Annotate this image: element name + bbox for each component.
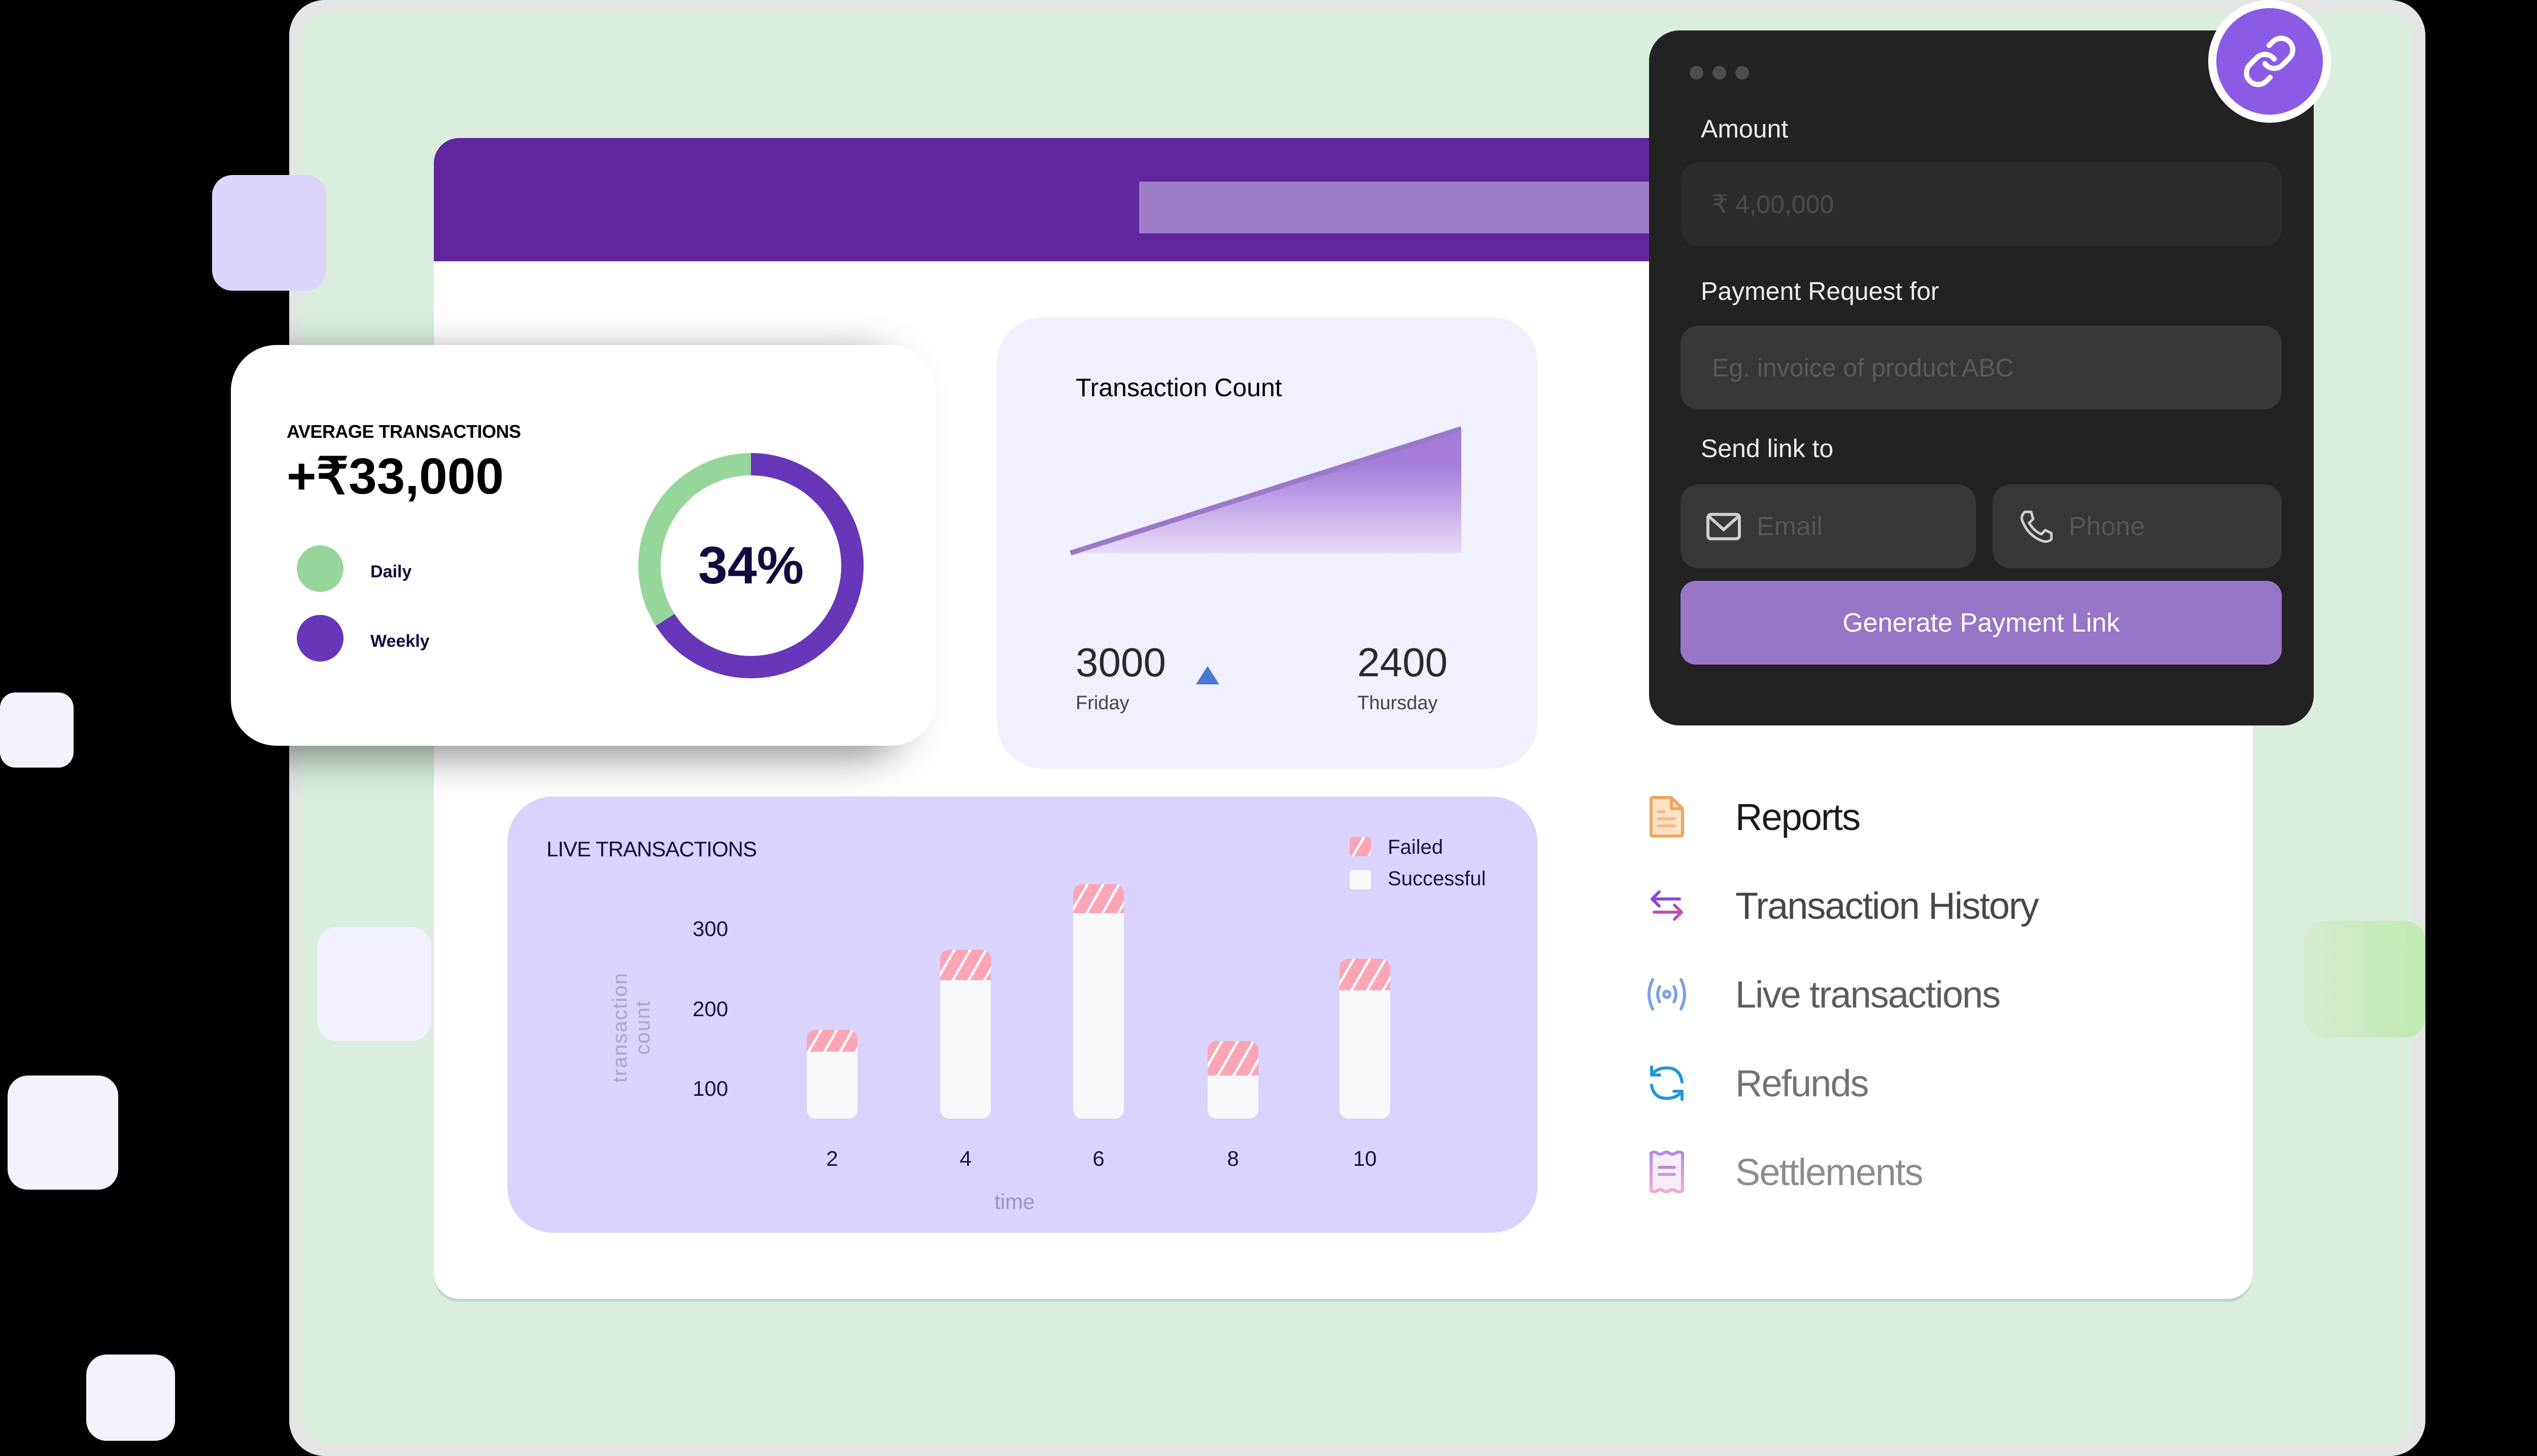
request-label: Payment Request for — [1701, 277, 1939, 305]
decor-square — [8, 1076, 118, 1190]
bar-success-segment — [1073, 913, 1124, 1119]
nav-item-live-transactions[interactable]: Live transactions — [1644, 972, 2001, 1017]
legend-daily-dot — [297, 545, 344, 592]
phone-placeholder: Phone — [2069, 511, 2145, 541]
y-axis-label: transaction count — [609, 972, 654, 1083]
decor-square — [212, 175, 326, 291]
bar-failed-segment — [1073, 884, 1124, 913]
bar-t4[interactable] — [940, 950, 991, 1119]
tc-right-day: Thursday — [1357, 692, 1438, 714]
bar-failed-segment — [807, 1030, 858, 1052]
decor-square — [86, 1355, 175, 1441]
window-dot — [1735, 66, 1749, 80]
nav-label: Transaction History — [1735, 884, 2039, 927]
y-tick: 300 — [693, 917, 729, 941]
document-icon — [1644, 794, 1690, 840]
triangle-up-icon — [1196, 666, 1219, 684]
x-tick: 2 — [826, 1147, 838, 1170]
amount-label: Amount — [1701, 115, 1789, 143]
nav-label: Refunds — [1735, 1062, 1869, 1104]
average-transactions-card: AVERAGE TRANSACTIONS +₹33,000 Daily Week… — [231, 345, 936, 746]
amount-input[interactable]: ₹ 4,00,000 — [1681, 162, 2282, 246]
bar-failed-segment — [940, 950, 991, 980]
tc-left-day: Friday — [1076, 692, 1129, 714]
x-tick: 4 — [959, 1147, 972, 1170]
legend-successful-label: Successful — [1388, 868, 1486, 890]
decor-square — [2304, 921, 2425, 1037]
email-input[interactable]: Email — [1681, 484, 1976, 568]
x-tick: 8 — [1227, 1147, 1239, 1170]
y-tick: 200 — [693, 997, 729, 1021]
window-dot — [1690, 66, 1703, 80]
legend-weekly-dot — [297, 615, 344, 662]
mail-icon — [1706, 512, 1741, 540]
legend-failed-label: Failed — [1388, 836, 1443, 858]
tc-title: Transaction Count — [1076, 373, 1282, 402]
bar-t8[interactable] — [1208, 1041, 1258, 1119]
receipt-icon — [1644, 1149, 1690, 1195]
tc-left-value: 3000 — [1076, 640, 1166, 685]
broadcast-icon — [1644, 972, 1690, 1017]
send-link-label: Send link to — [1701, 434, 1834, 463]
donut-chart — [638, 453, 864, 678]
bar-success-segment — [940, 980, 991, 1119]
nav-item-transaction-history[interactable]: Transaction History — [1644, 883, 2039, 928]
x-tick: 10 — [1353, 1147, 1377, 1170]
bar-t10[interactable] — [1340, 959, 1390, 1119]
header-search-bar[interactable] — [1139, 182, 1697, 233]
link-icon — [2244, 36, 2295, 87]
payment-link-panel: Amount ₹ 4,00,000 Payment Request for Eg… — [1649, 30, 2314, 725]
tc-right-value: 2400 — [1357, 640, 1448, 685]
bar-success-segment — [1340, 990, 1390, 1119]
bar-success-segment — [1208, 1076, 1258, 1119]
bar-t6[interactable] — [1073, 884, 1124, 1119]
nav-label: Reports — [1735, 795, 1861, 838]
decor-square — [0, 692, 74, 768]
nav-item-settlements[interactable]: Settlements — [1644, 1149, 1924, 1195]
x-tick: 6 — [1092, 1147, 1105, 1170]
phone-input[interactable]: Phone — [1993, 484, 2282, 568]
window-dots — [1690, 66, 1749, 80]
window-dot — [1712, 66, 1726, 80]
donut-percent: 34% — [698, 536, 804, 595]
generate-payment-link-button[interactable]: Generate Payment Link — [1681, 581, 2282, 665]
swap-arrows-icon — [1644, 883, 1690, 928]
legend-failed-swatch — [1350, 837, 1371, 856]
nav-label: Live transactions — [1735, 973, 2001, 1016]
decor-square — [317, 927, 431, 1041]
link-badge[interactable] — [2208, 0, 2331, 123]
lt-title: LIVE TRANSACTIONS — [546, 837, 757, 861]
legend-daily-label: Daily — [370, 562, 412, 581]
phone-icon — [2020, 510, 2053, 543]
area-chart — [1070, 426, 1461, 556]
avg-card-title: AVERAGE TRANSACTIONS — [287, 421, 521, 442]
nav-item-reports[interactable]: Reports — [1644, 794, 1861, 840]
email-placeholder: Email — [1757, 511, 1823, 541]
x-axis-label: time — [995, 1190, 1035, 1214]
bar-success-segment — [807, 1052, 858, 1119]
legend-successful-swatch — [1350, 870, 1371, 889]
live-transactions-card: LIVE TRANSACTIONS Failed Successful tran… — [507, 796, 1537, 1233]
avg-card-value: +₹33,000 — [287, 448, 504, 505]
nav-label: Settlements — [1735, 1151, 1924, 1193]
legend-weekly-label: Weekly — [370, 632, 430, 651]
link-badge-inner — [2216, 8, 2323, 115]
bar-failed-segment — [1208, 1041, 1258, 1076]
bar-failed-segment — [1340, 959, 1390, 990]
nav-item-refunds[interactable]: Refunds — [1644, 1060, 1869, 1106]
bar-t2[interactable] — [807, 1030, 858, 1119]
y-tick: 100 — [693, 1077, 729, 1100]
request-input[interactable]: Eg. invoice of product ABC — [1681, 326, 2282, 409]
transaction-count-card: Transaction Count 3000 Friday 2400 Thurs… — [997, 317, 1537, 769]
refresh-icon — [1644, 1060, 1690, 1106]
